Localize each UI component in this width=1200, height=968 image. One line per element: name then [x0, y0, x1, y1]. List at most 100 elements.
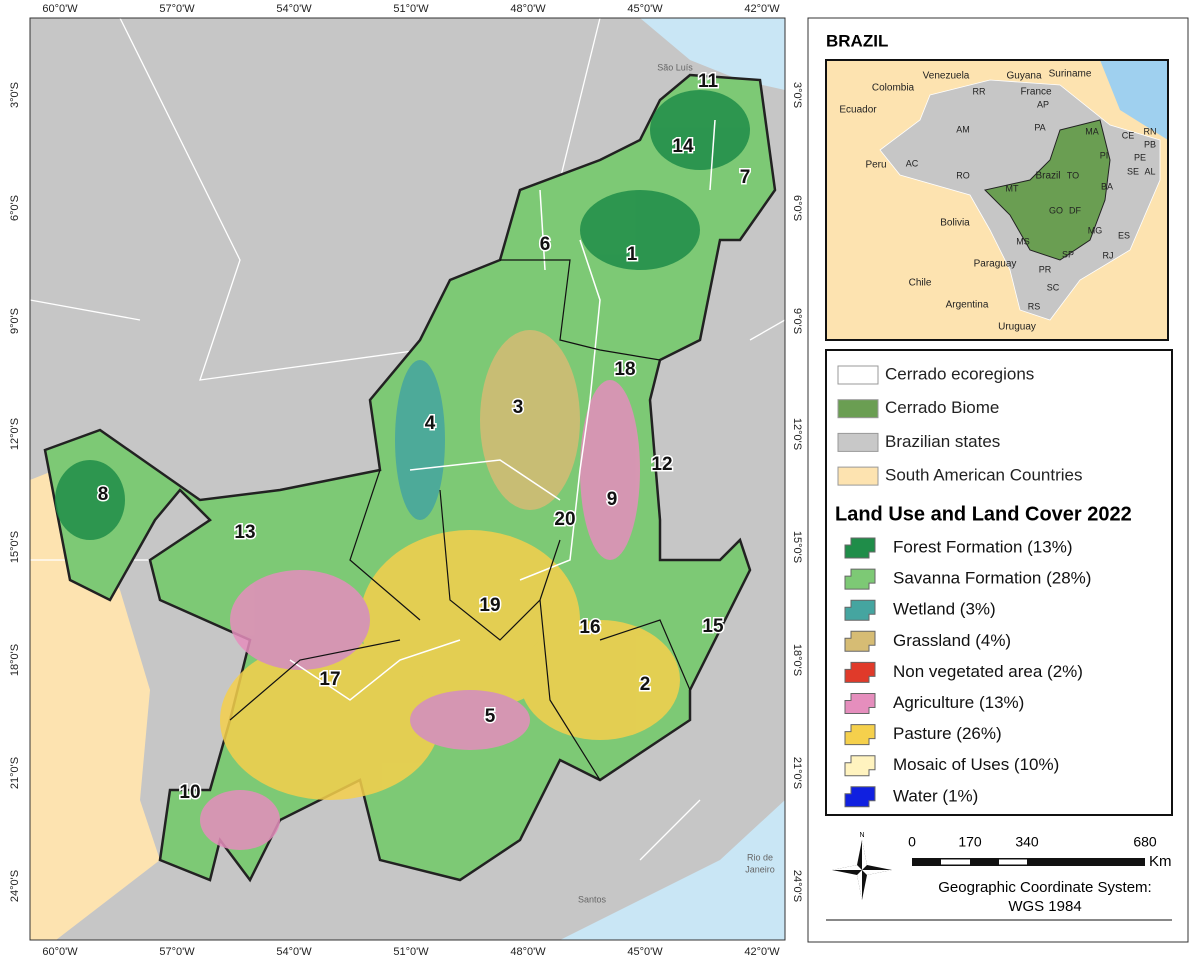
lon-label: 42°0'W — [744, 946, 780, 958]
lon-label: 45°0'W — [627, 3, 663, 15]
region-label: 18 — [614, 359, 635, 380]
country-label: Guyana — [1006, 71, 1041, 82]
state-label: SE — [1127, 166, 1139, 176]
lon-label: 48°0'W — [510, 3, 546, 15]
ecoregion-borders — [289, 119, 716, 701]
class-swatch — [844, 786, 876, 808]
country-label: Bolivia — [940, 218, 970, 229]
scale-tick: 680 — [1133, 834, 1157, 850]
inset-map — [826, 60, 1168, 340]
lat-label: 21°0'S — [791, 757, 803, 789]
country-label: Ecuador — [839, 105, 877, 116]
scale-tick: 0 — [908, 834, 916, 850]
state-label: AP — [1037, 99, 1049, 109]
state-label: PE — [1134, 152, 1146, 162]
region-label: 12 — [651, 454, 672, 475]
main-map — [30, 18, 785, 940]
lon-label: 54°0'W — [276, 946, 312, 958]
scale-tick: 170 — [958, 834, 982, 850]
lulc-title: Land Use and Land Cover 2022 — [835, 503, 1132, 525]
region-label: 4 — [425, 413, 436, 434]
crs-label: Geographic Coordinate System: — [938, 879, 1151, 896]
country-label: Chile — [909, 278, 932, 289]
state-label: RN — [1144, 126, 1157, 136]
ocean — [560, 800, 785, 940]
country-label: Colombia — [872, 83, 915, 94]
region-label: 20 — [554, 509, 575, 530]
class-label: Agriculture (13%) — [893, 693, 1024, 712]
scale-bar — [912, 858, 1145, 866]
state-label: SC — [1047, 282, 1060, 292]
region-label: 17 — [319, 669, 340, 690]
region-label: 10 — [179, 782, 200, 803]
region-label: 1 — [627, 244, 638, 265]
region-label: 13 — [234, 522, 255, 543]
region-label: 3 — [513, 397, 524, 418]
region-label: 15 — [702, 616, 724, 637]
legend-swatch — [837, 399, 879, 419]
country-label: Paraguay — [974, 259, 1017, 270]
lat-label: 6°0'S — [791, 195, 803, 221]
lon-label: 54°0'W — [276, 3, 312, 15]
legend-swatch — [837, 466, 879, 486]
legend-label: Cerrado Biome — [885, 398, 999, 417]
state-label: MT — [1006, 183, 1019, 193]
lon-label: 57°0'W — [159, 946, 195, 958]
country-label: Venezuela — [923, 71, 970, 82]
state-label: MG — [1088, 225, 1103, 235]
class-swatch — [844, 537, 876, 559]
legend-label: Brazilian states — [885, 432, 1000, 451]
class-swatch — [844, 661, 876, 683]
scale-tick: 340 — [1015, 834, 1039, 850]
lat-label: 18°0'S — [791, 644, 803, 676]
country-label: Uruguay — [998, 322, 1036, 333]
lat-label: 9°0'S — [9, 308, 21, 334]
inset-title: BRAZIL — [826, 31, 888, 50]
north-arrow: N — [832, 832, 892, 900]
neighbor-country — [30, 470, 160, 940]
legend-label: Cerrado ecoregions — [885, 364, 1034, 383]
region-label: 7 — [740, 167, 751, 188]
lat-label: 24°0'S — [791, 870, 803, 902]
lon-label: 60°0'W — [42, 946, 78, 958]
state-label: RR — [973, 86, 986, 96]
map-frame — [29, 17, 786, 941]
state-label: CE — [1122, 130, 1135, 140]
class-label: Forest Formation (13%) — [893, 537, 1073, 556]
state-label: RO — [956, 170, 970, 180]
scale-unit: Km — [1149, 853, 1172, 870]
state-label: TO — [1067, 170, 1079, 180]
state-label: PA — [1034, 122, 1045, 132]
region-label: 9 — [607, 489, 618, 510]
ocean — [640, 18, 785, 90]
lat-label: 9°0'S — [791, 308, 803, 334]
class-label: Pasture (26%) — [893, 724, 1002, 743]
legend-swatch — [837, 432, 879, 452]
class-swatch — [844, 724, 876, 746]
class-label: Grassland (4%) — [893, 631, 1011, 650]
inset-frame — [825, 59, 1169, 341]
region-label: 11 — [698, 71, 719, 92]
legend-label: South American Countries — [885, 466, 1083, 485]
place-label: Janeiro — [745, 864, 775, 874]
state-label: SP — [1062, 249, 1074, 259]
legend-frame — [825, 349, 1173, 816]
region-label: 6 — [540, 234, 551, 255]
lat-label: 3°0'S — [9, 82, 21, 108]
state-label: BA — [1101, 181, 1113, 191]
class-swatch — [844, 568, 876, 590]
lon-label: 42°0'W — [744, 3, 780, 15]
lat-label: 18°0'S — [9, 644, 21, 676]
class-label: Savanna Formation (28%) — [893, 569, 1091, 588]
region-label: 16 — [579, 617, 600, 638]
side-frame — [807, 17, 1189, 943]
country-label: Brazil — [1035, 171, 1060, 182]
state-label: PR — [1039, 264, 1052, 274]
state-label: AL — [1144, 166, 1155, 176]
lat-label: 15°0'S — [9, 531, 21, 563]
state-label: RS — [1028, 301, 1041, 311]
class-label: Mosaic of Uses (10%) — [893, 755, 1059, 774]
state-label: ES — [1118, 230, 1130, 240]
lon-label: 51°0'W — [393, 946, 429, 958]
lat-label: 12°0'S — [9, 418, 21, 450]
